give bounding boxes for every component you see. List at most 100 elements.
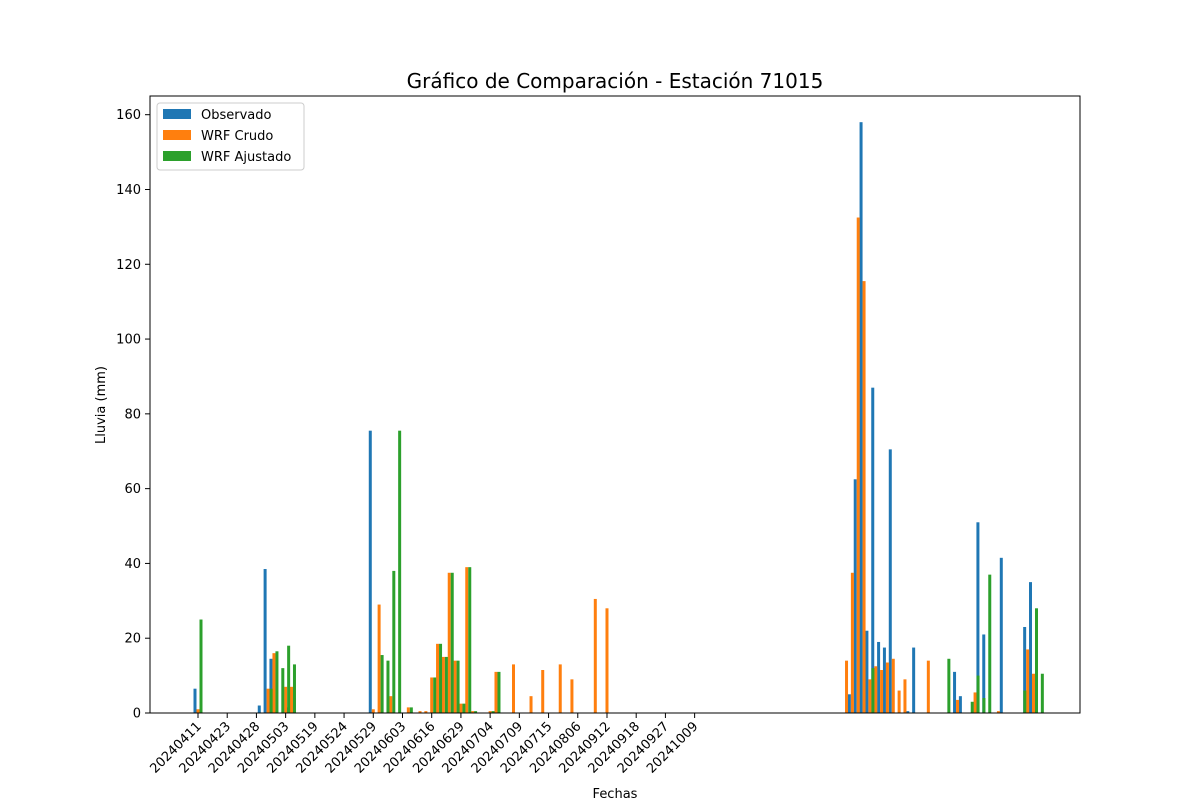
bar-wrf-crudo-47: [471, 711, 475, 713]
bar-observado-11: [257, 705, 261, 713]
bar-wrf-crudo-59: [541, 670, 545, 713]
bar-wrf-crudo-118: [885, 662, 889, 713]
x-axis: 2024041120240423202404282024050320240519…: [147, 713, 701, 777]
bar-wrf-crudo-111: [845, 660, 849, 713]
bar-wrf-crudo-115: [868, 679, 872, 713]
bar-wrf-ajustado-46: [468, 567, 472, 713]
bar-wrf-crudo-68: [593, 598, 597, 713]
bar-wrf-ajustado-33: [392, 570, 396, 713]
bar-observado-131: [958, 696, 962, 713]
bar-observado-113: [853, 479, 857, 713]
bar-wrf-crudo-113: [856, 217, 860, 713]
bar-observado-134: [976, 522, 980, 713]
bar-observado-13: [269, 658, 273, 713]
legend-swatch-wrf-ajustado: [163, 151, 191, 161]
bar-wrf-crudo-30: [371, 709, 375, 713]
bars-group: [193, 122, 1044, 714]
bar-wrf-crudo-0: [196, 709, 200, 713]
legend: Observado WRF Crudo WRF Ajustado: [156, 102, 305, 171]
bar-wrf-ajustado-50: [491, 711, 495, 713]
bar-wrf-crudo-16: [289, 686, 293, 713]
bar-wrf-crudo-116: [874, 666, 878, 713]
bar-wrf-ajustado-134: [982, 698, 986, 713]
bar-wrf-crudo-31: [377, 604, 381, 713]
bar-wrf-crudo-125: [926, 660, 930, 713]
bar-wrf-crudo-44: [453, 660, 457, 713]
bar-wrf-crudo-133: [973, 692, 977, 713]
bar-wrf-ajustado-0: [199, 619, 203, 713]
bar-wrf-ajustado-40: [433, 677, 437, 713]
bar-observado-143: [1029, 582, 1032, 713]
x-axis-label: Fechas: [593, 787, 638, 800]
bar-wrf-ajustado-133: [976, 675, 980, 713]
bar-wrf-crudo-64: [570, 679, 574, 713]
bar-wrf-ajustado-34: [398, 430, 402, 713]
bar-observado-119: [888, 449, 892, 713]
y-axis-label: Lluvia (mm): [94, 366, 109, 444]
bar-wrf-ajustado-13: [275, 651, 279, 713]
bar-wrf-crudo-36: [406, 707, 410, 713]
bar-wrf-crudo-112: [850, 572, 854, 713]
bar-wrf-ajustado-42: [444, 656, 448, 713]
bar-wrf-ajustado-51: [497, 671, 501, 713]
bar-observado-122: [906, 711, 910, 713]
y-tick-label: 20: [124, 632, 141, 647]
bar-wrf-crudo-120: [897, 690, 901, 713]
bar-observado-30: [368, 430, 372, 713]
bar-wrf-crudo-13: [272, 653, 276, 713]
bar-wrf-crudo-39: [424, 711, 428, 713]
bar-wrf-crudo-42: [441, 656, 445, 713]
y-tick-label: 100: [116, 333, 141, 348]
bar-wrf-ajustado-141: [1023, 690, 1027, 713]
bar-wrf-crudo-114: [862, 281, 866, 713]
bar-wrf-crudo-57: [529, 696, 533, 713]
bar-observado-135: [982, 634, 986, 713]
bar-wrf-crudo-43: [447, 572, 451, 713]
bar-wrf-crudo-33: [389, 696, 393, 713]
bar-wrf-ajustado-44: [456, 660, 460, 713]
bar-wrf-ajustado-115: [871, 668, 875, 713]
bar-wrf-crudo-143: [1032, 673, 1035, 713]
bar-wrf-crudo-38: [418, 711, 422, 713]
bar-wrf-ajustado-32: [386, 660, 390, 713]
bar-wrf-ajustado-16: [292, 664, 296, 713]
bar-wrf-crudo-137: [996, 711, 1000, 713]
bar-observado-114: [859, 122, 863, 714]
bar-wrf-crudo-70: [605, 608, 609, 713]
y-tick-label: 160: [116, 108, 141, 123]
legend-box: [156, 102, 305, 171]
bar-wrf-ajustado-45: [462, 703, 466, 713]
y-tick-label: 0: [133, 707, 141, 722]
bar-wrf-ajustado-143: [1035, 608, 1038, 713]
bar-wrf-crudo-50: [488, 711, 492, 713]
bar-observado-115: [865, 630, 869, 713]
bar-observado-123: [912, 647, 916, 713]
bar-wrf-ajustado-144: [1040, 673, 1044, 713]
bar-wrf-ajustado-41: [439, 643, 443, 713]
bar-observado-12: [263, 569, 267, 713]
bar-observado-130: [953, 671, 957, 713]
bar-wrf-crudo-54: [512, 664, 515, 713]
bar-observado-112: [847, 694, 851, 713]
legend-label-wrf-crudo: WRF Crudo: [201, 129, 273, 144]
bar-wrf-crudo-119: [891, 658, 895, 713]
bar-wrf-ajustado-135: [988, 574, 992, 713]
bar-wrf-ajustado-12: [269, 688, 273, 713]
legend-label-observado: Observado: [201, 108, 272, 123]
bar-observado-142: [1023, 626, 1027, 713]
bar-observado-116: [871, 387, 875, 713]
legend-swatch-wrf-crudo: [163, 130, 191, 140]
bar-wrf-crudo-46: [465, 567, 469, 713]
bar-wrf-crudo-142: [1026, 649, 1030, 713]
bar-observado-117: [877, 641, 881, 713]
bar-wrf-crudo-121: [903, 679, 907, 713]
bar-wrf-ajustado-14: [281, 668, 285, 713]
bar-wrf-ajustado-36: [409, 707, 413, 713]
bar-wrf-ajustado-132: [970, 701, 974, 713]
legend-swatch-observado: [163, 109, 191, 119]
y-axis: 0 20 40 60 80 100 120 140 160: [116, 108, 150, 722]
bar-wrf-crudo-12: [266, 688, 270, 713]
plot-frame: [149, 95, 1081, 714]
bar-wrf-crudo-41: [436, 643, 440, 713]
